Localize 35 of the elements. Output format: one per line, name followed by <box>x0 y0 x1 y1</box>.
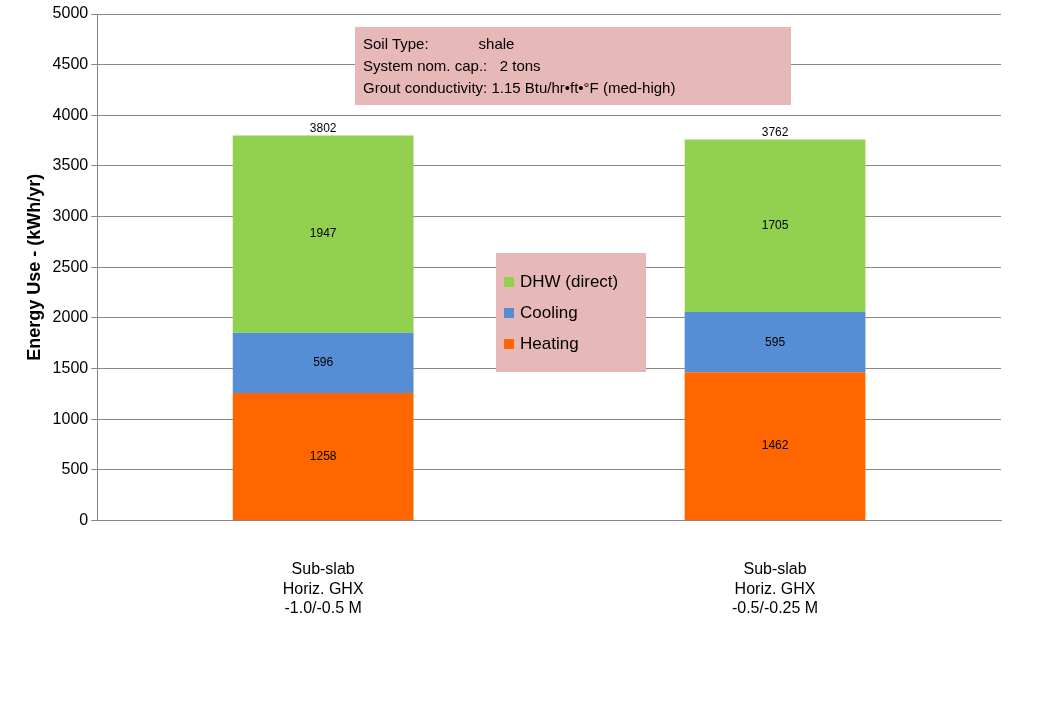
y-tick-label: 5000 <box>52 4 89 22</box>
y-tick-label: 500 <box>61 460 89 478</box>
y-axis-title: Energy Use - (kWh/yr) <box>23 173 44 361</box>
y-tick-label: 1000 <box>52 409 89 427</box>
y-tick-label: 3500 <box>52 156 89 174</box>
y-tick-label: 0 <box>79 510 89 528</box>
data-label: 1947 <box>309 226 337 241</box>
bar <box>684 139 866 313</box>
x-tick-label: Sub-slab Horiz. GHX -0.5/-0.25 M <box>731 560 819 616</box>
legend-label: Cooling <box>520 302 578 323</box>
bar <box>232 332 414 393</box>
y-tick-label: 3000 <box>52 206 89 224</box>
y-tick-label: 4500 <box>52 55 89 73</box>
legend-label: Heating <box>520 333 579 354</box>
annotation: Grout conductivity: 1.15 Btu/hr•ft•°F (med-high) <box>363 78 677 98</box>
total-label: 3762 <box>761 124 789 139</box>
y-tick-label: 1500 <box>52 358 89 376</box>
total-label: 3802 <box>309 120 337 135</box>
note-box: Soil Type: shale System nom. cap.: 2 tons Grout conductivity: 1.15 Btu/hr•ft•°F (med-high) <box>355 27 791 105</box>
data-label: 1462 <box>761 438 789 453</box>
annotation: Soil Type: shale <box>363 34 516 54</box>
data-label: 1258 <box>309 448 337 463</box>
data-label: 595 <box>765 334 786 349</box>
data-label: 1705 <box>761 218 789 233</box>
bar <box>684 312 866 373</box>
annotation: System nom. cap.: 2 tons <box>363 56 542 76</box>
y-tick-label: 4000 <box>52 105 89 123</box>
bar <box>232 392 414 520</box>
y-tick-label: 2500 <box>52 257 89 275</box>
y-tick-label: 2000 <box>52 308 89 326</box>
bar <box>684 372 866 520</box>
legend-label: DHW (direct) <box>520 271 619 292</box>
x-tick-label: Sub-slab Horiz. GHX -1.0/-0.5 M <box>282 560 364 616</box>
data-label: 596 <box>313 355 334 370</box>
bar <box>232 135 414 333</box>
